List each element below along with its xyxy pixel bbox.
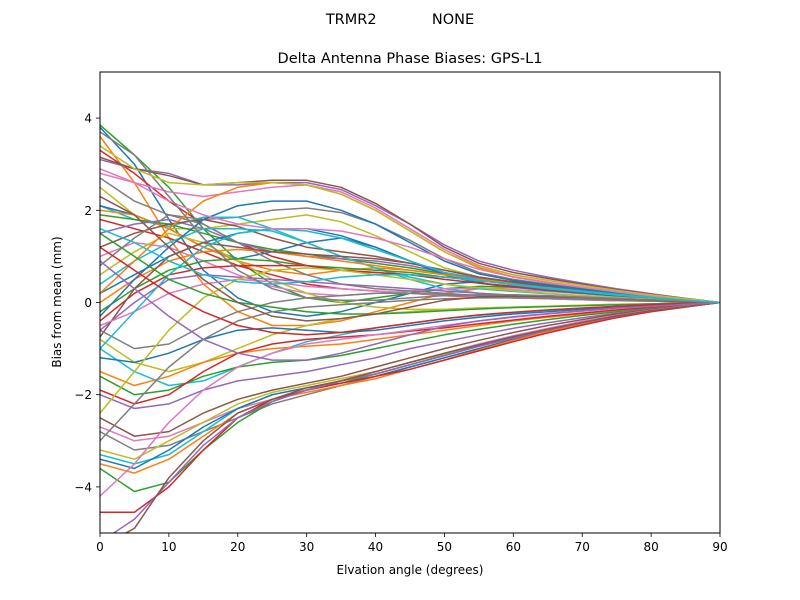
- chart-title: Delta Antenna Phase Biases: GPS-L1: [278, 51, 543, 67]
- series-line: [100, 267, 720, 414]
- x-tick-label: 60: [506, 540, 521, 554]
- y-axis: −4 −2 0 2 4: [74, 112, 100, 494]
- series-line: [124, 301, 720, 533]
- series-line: [100, 131, 720, 304]
- x-tick-label: 30: [299, 540, 314, 554]
- series-line: [100, 228, 720, 304]
- series-line: [100, 232, 720, 315]
- y-tick-label: −4: [74, 480, 92, 494]
- series-line: [100, 301, 720, 405]
- x-tick-label: 50: [437, 540, 452, 554]
- x-axis: 0 10 20 30 40 50 60 70 80 90: [96, 533, 728, 554]
- series-line: [100, 301, 720, 514]
- x-tick-label: 80: [643, 540, 658, 554]
- series-line: [100, 168, 720, 304]
- x-axis-label: Elvation angle (degrees): [337, 563, 484, 577]
- y-tick-label: −2: [74, 388, 92, 402]
- series-line: [100, 145, 720, 304]
- series-group: [100, 124, 720, 533]
- series-line: [100, 227, 720, 350]
- x-tick-label: 0: [96, 540, 104, 554]
- x-tick-label: 10: [161, 540, 176, 554]
- y-tick-label: 0: [84, 296, 92, 310]
- y-tick-label: 4: [84, 112, 92, 126]
- figure-suptitle: TRMR2 NONE: [325, 12, 474, 28]
- series-line: [100, 301, 720, 396]
- x-tick-label: 70: [575, 540, 590, 554]
- series-line: [100, 260, 720, 361]
- series-line: [100, 246, 720, 336]
- series-line: [100, 301, 720, 437]
- x-tick-label: 20: [230, 540, 245, 554]
- y-tick-label: 2: [84, 204, 92, 218]
- x-tick-label: 40: [368, 540, 383, 554]
- y-axis-label: Bias from mean (mm): [50, 236, 64, 367]
- series-line: [100, 200, 720, 317]
- x-tick-label: 90: [712, 540, 727, 554]
